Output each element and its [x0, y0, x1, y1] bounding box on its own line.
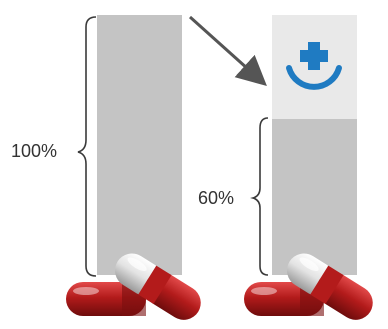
- left-percentage-label: 100%: [11, 141, 57, 161]
- capsule-tilted-left: [115, 253, 201, 320]
- right-brace: [250, 117, 269, 276]
- capsules-left: [66, 253, 201, 320]
- right-reduced-bar: [272, 119, 357, 275]
- right-percentage-label: 60%: [198, 188, 234, 208]
- capsules-right: [244, 253, 373, 320]
- plus-smile-icon: [286, 42, 342, 90]
- left-brace: [77, 16, 97, 277]
- capsule-tilted-right: [287, 253, 373, 320]
- arrow: [188, 15, 267, 87]
- left-full-bar: [97, 15, 182, 275]
